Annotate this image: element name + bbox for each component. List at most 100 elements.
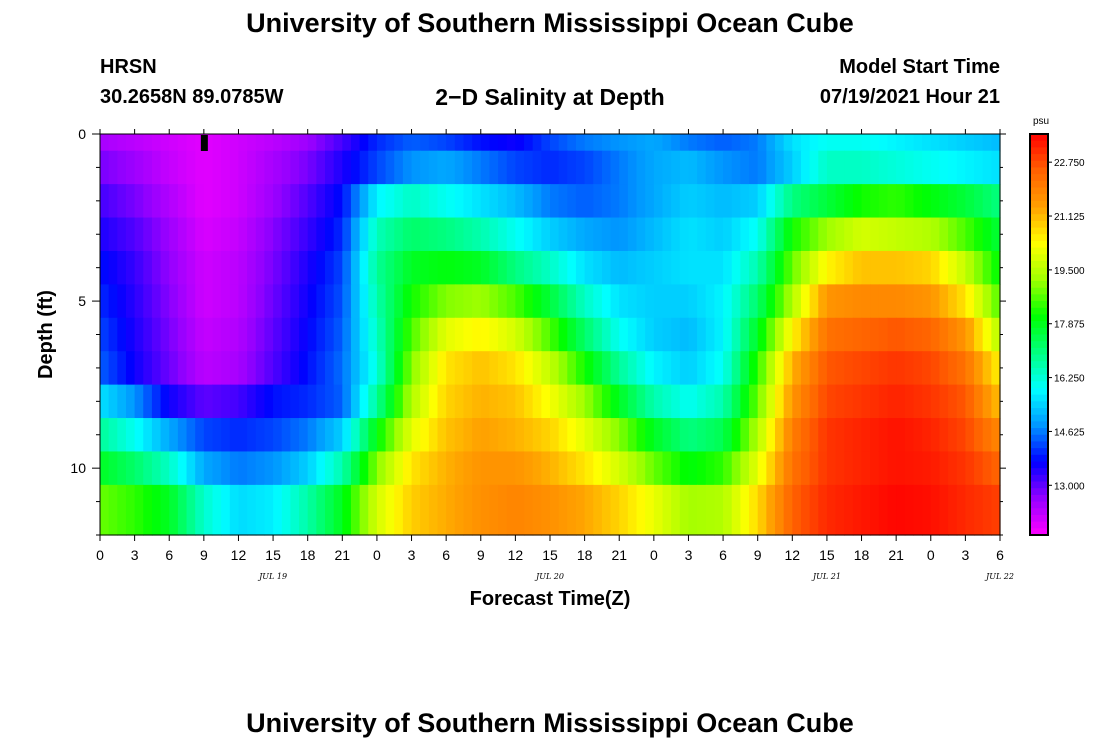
heatmap-cell <box>524 150 534 185</box>
heatmap-cell <box>463 384 473 419</box>
heatmap-cell <box>575 384 586 419</box>
heatmap-cell <box>489 451 499 486</box>
heatmap-cell <box>177 451 188 486</box>
heatmap-cell <box>117 484 127 536</box>
heatmap-cell <box>117 134 127 152</box>
heatmap-cell <box>930 418 941 453</box>
heatmap-cell <box>948 250 958 285</box>
heatmap-cell <box>601 284 612 319</box>
heatmap-cell <box>878 418 889 453</box>
heatmap-cell <box>904 384 915 419</box>
heatmap-cell <box>333 317 343 352</box>
heatmap-cell <box>480 451 491 486</box>
heatmap-cell <box>757 484 767 536</box>
heatmap-cell <box>826 184 837 219</box>
heatmap-cell <box>818 184 828 219</box>
heatmap-cell <box>792 184 802 219</box>
x-tick-label: 9 <box>200 547 208 563</box>
heatmap-cell <box>861 184 871 219</box>
heatmap-cell <box>904 317 915 352</box>
heatmap-cell <box>575 418 586 453</box>
heatmap-cell <box>325 134 335 152</box>
heatmap-cell <box>913 351 923 386</box>
heatmap-cell <box>809 284 819 319</box>
heatmap-cell <box>117 418 127 453</box>
heatmap-cell <box>350 150 361 185</box>
heatmap-cell <box>446 351 456 386</box>
heatmap-cell <box>325 418 335 453</box>
heatmap-cell <box>679 184 690 219</box>
heatmap-cell <box>835 317 845 352</box>
heatmap-cell <box>480 284 491 319</box>
heatmap-cell <box>402 184 413 219</box>
colorbar-segment <box>1030 441 1048 449</box>
heatmap-cell <box>290 384 300 419</box>
heatmap-cell <box>100 250 110 285</box>
heatmap-cell <box>134 351 144 386</box>
heatmap-cell <box>333 384 343 419</box>
x-tick-label: 15 <box>265 547 281 563</box>
heatmap-cell <box>974 150 984 185</box>
heatmap-cell <box>731 384 741 419</box>
heatmap-cell <box>342 418 352 453</box>
heatmap-cell <box>645 451 655 486</box>
heatmap-cell <box>991 351 1001 386</box>
heatmap-cell <box>437 418 447 453</box>
heatmap-cell <box>593 134 603 152</box>
heatmap-cell <box>376 217 387 252</box>
heatmap-cell <box>489 317 499 352</box>
heatmap-cell <box>221 351 231 386</box>
heatmap-cell <box>316 150 326 185</box>
heatmap-cell <box>870 451 880 486</box>
heatmap-cell <box>316 451 326 486</box>
heatmap-cell <box>177 217 188 252</box>
heatmap-cell <box>177 150 188 185</box>
heatmap-cell <box>264 384 274 419</box>
heatmap-cell <box>601 484 612 536</box>
heatmap-cell <box>229 451 240 486</box>
heatmap-cell <box>411 134 421 152</box>
colorbar-segment <box>1030 147 1048 155</box>
heatmap-cell <box>792 451 802 486</box>
colorbar-segment <box>1030 408 1048 416</box>
x-tick-label: 12 <box>231 547 247 563</box>
heatmap-cell <box>402 134 413 152</box>
heatmap-cell <box>333 150 343 185</box>
heatmap-cell <box>766 418 776 453</box>
heatmap-cell <box>506 484 516 536</box>
heatmap-cell <box>420 418 430 453</box>
heatmap-cell <box>203 284 214 319</box>
heatmap-cell <box>342 150 352 185</box>
heatmap-cell <box>575 134 586 152</box>
heatmap-cell <box>723 250 733 285</box>
heatmap-cell <box>688 351 698 386</box>
heatmap-cell <box>385 250 395 285</box>
heatmap-cell <box>264 351 274 386</box>
heatmap-cell <box>437 317 447 352</box>
heatmap-cell <box>247 150 257 185</box>
heatmap-cell <box>852 484 863 536</box>
heatmap-cell <box>740 217 750 252</box>
colorbar-segment <box>1030 468 1048 476</box>
heatmap-cell <box>887 217 897 252</box>
heatmap-cell <box>515 418 525 453</box>
heatmap-cell <box>134 150 144 185</box>
heatmap-cell <box>437 184 447 219</box>
heatmap-cell <box>420 150 430 185</box>
heatmap-cell <box>125 284 136 319</box>
heatmap-cell <box>238 184 248 219</box>
heatmap-cell <box>714 384 724 419</box>
heatmap-cell <box>809 184 819 219</box>
heatmap-cell <box>775 250 785 285</box>
heatmap-cell <box>117 384 127 419</box>
heatmap-cell <box>948 418 958 453</box>
heatmap-cell <box>229 134 240 152</box>
heatmap-cell <box>532 384 542 419</box>
heatmap-cell <box>299 284 309 319</box>
heatmap-cell <box>714 451 724 486</box>
heatmap-cell <box>922 384 932 419</box>
heatmap-cell <box>498 150 508 185</box>
heatmap-cell <box>939 351 949 386</box>
heatmap-cell <box>342 184 352 219</box>
heatmap-cell <box>679 134 690 152</box>
